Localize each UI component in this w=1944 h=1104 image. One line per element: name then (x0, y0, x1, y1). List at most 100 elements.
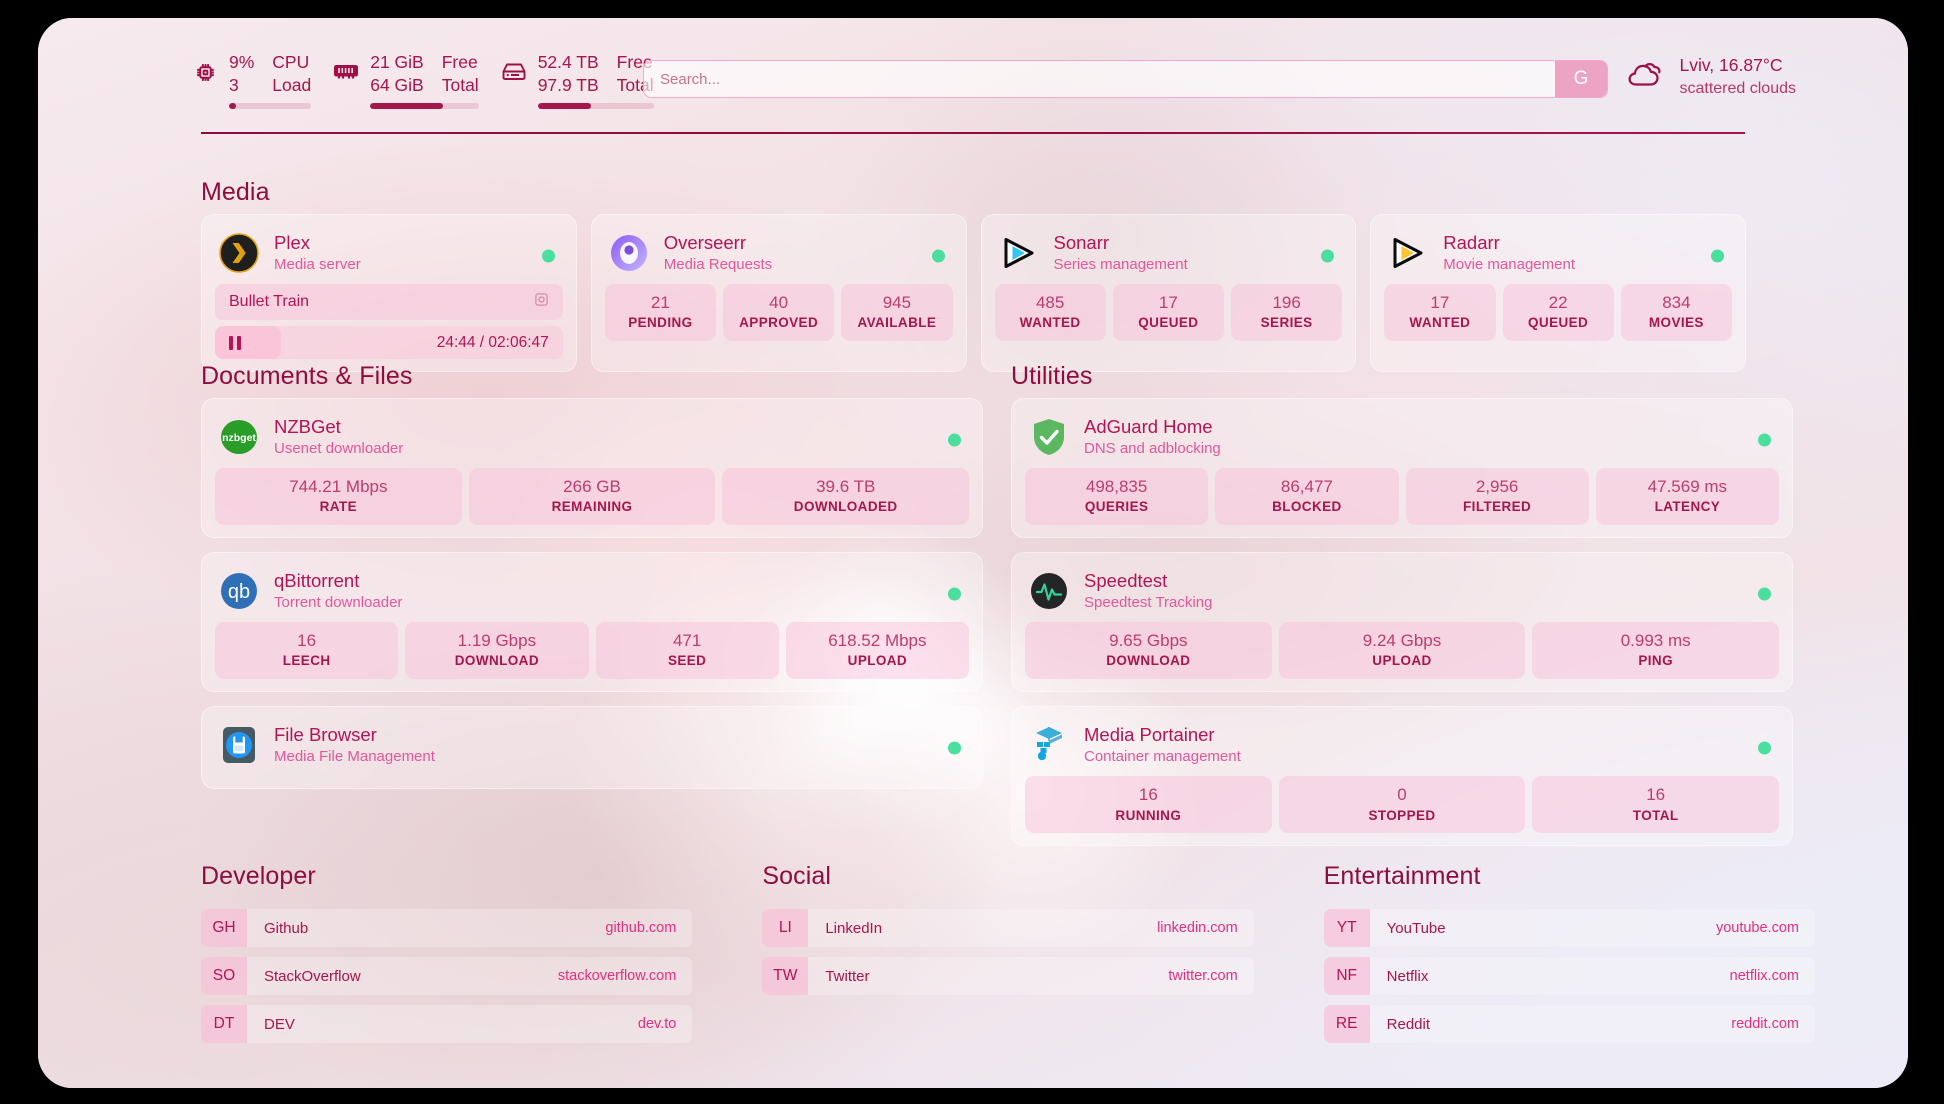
bookmark-link[interactable]: TW Twitter twitter.com (762, 957, 1254, 995)
pause-button[interactable] (215, 335, 241, 350)
stat-value-secondary: 97.9 TB (537, 75, 599, 96)
app-logo-icon (999, 233, 1039, 273)
now-playing-progress[interactable]: 24:44 / 02:06:47 (215, 326, 563, 360)
search-input[interactable] (644, 61, 1555, 97)
app-card-media-portainer[interactable]: Media Portainer Container management 16 RUN… (1011, 706, 1793, 847)
bookmark-name: Twitter (825, 967, 870, 985)
stat-value-primary: 9% (229, 52, 255, 72)
tile-value: 21 (650, 293, 670, 313)
app-card-qbittorrent[interactable]: qb qBittorrent Torrent downloader 16 LEECH 1.… (201, 552, 983, 693)
status-indicator-dot (1758, 741, 1771, 755)
cpu-icon (193, 60, 218, 90)
stat-tile[interactable]: 40 APPROVED (723, 284, 835, 342)
media-cards: Plex Media server Bullet Train 24:44 / 02:0… (201, 214, 1746, 373)
bookmark-group-entertainment: Entertainment YT YouTube youtube.com NF Netfl… (1323, 862, 1815, 1053)
tile-label: DOWNLOADED (793, 499, 898, 515)
bookmark-link[interactable]: GH Github github.com (201, 909, 693, 947)
bookmark-abbr: TW (762, 957, 809, 995)
search-bar[interactable]: G (643, 60, 1608, 98)
tile-value: 16 (1138, 785, 1158, 805)
app-title-block: Overseerr Media Requests (664, 231, 772, 274)
stat-tile[interactable]: 22 QUEUED (1502, 284, 1614, 342)
bookmark-url: youtube.com (1715, 920, 1799, 936)
stat-tile[interactable]: 86,477 BLOCKED (1215, 468, 1399, 526)
stat-tile[interactable]: 0 STOPPED (1278, 776, 1526, 834)
tile-value: 0 (1397, 785, 1407, 805)
tile-label: QUEUED (1528, 315, 1589, 331)
app-logo-icon: nzbget (219, 417, 259, 457)
weather-condition: scattered clouds (1679, 79, 1796, 97)
tile-value: 22 (1548, 293, 1568, 313)
stat-tile[interactable]: 0.993 ms PING (1532, 622, 1780, 680)
stat-tile[interactable]: 16 TOTAL (1532, 776, 1780, 834)
stat-tile[interactable]: 498,835 QUERIES (1025, 468, 1209, 526)
app-subtitle: Media Requests (663, 255, 773, 273)
stat-tile[interactable]: 21 PENDING (604, 284, 716, 342)
app-subtitle: Movie management (1443, 255, 1575, 273)
bookmark-link[interactable]: LI LinkedIn linkedin.com (762, 909, 1254, 947)
stat-tile[interactable]: 16 RUNNING (1025, 776, 1272, 834)
stat-tile[interactable]: 266 GB REMAINING (468, 468, 716, 526)
stat-tile[interactable]: 47.569 ms LATENCY (1595, 468, 1779, 526)
app-card-plex[interactable]: Plex Media server Bullet Train 24:44 / 02:0… (201, 214, 577, 373)
tile-value: 40 (769, 293, 789, 313)
app-title-block: NZBGet Usenet downloader (274, 415, 403, 458)
stat-tile[interactable]: 17 WANTED (1384, 284, 1496, 342)
app-card-adguard-home[interactable]: AdGuard Home DNS and adblocking 498,835 QUE… (1011, 398, 1793, 539)
stat-tile[interactable]: 9.65 Gbps DOWNLOAD (1025, 622, 1272, 680)
cast-icon[interactable] (534, 292, 549, 312)
stat-tile[interactable]: 744.21 Mbps RATE (215, 468, 462, 526)
tile-label: PING (1638, 653, 1673, 669)
stat-tile[interactable]: 945 AVAILABLE (841, 284, 953, 342)
app-name: Sonarr (1053, 232, 1110, 253)
stat-tile[interactable]: 39.6 TB DOWNLOADED (722, 468, 970, 526)
stat-tile[interactable]: 17 QUEUED (1112, 284, 1224, 342)
app-name: qBittorrent (274, 570, 360, 592)
app-card-overseerr[interactable]: Overseerr Media Requests 21 PENDING 40 APPROV… (590, 214, 967, 373)
app-card-speedtest[interactable]: Speedtest Speedtest Tracking 9.65 Gbps DOWN… (1011, 552, 1793, 693)
app-card-sonarr[interactable]: Sonarr Series management 485 WANTED 17 QUEUED… (980, 214, 1357, 373)
tile-value: 9.65 Gbps (1109, 631, 1188, 651)
bookmark-group-title: Entertainment (1323, 862, 1481, 890)
bookmark-name: LinkedIn (825, 919, 883, 937)
bookmark-name: Github (264, 919, 309, 937)
tile-label: MOVIES (1648, 315, 1704, 331)
stat-tile[interactable]: 9.24 Gbps UPLOAD (1278, 622, 1526, 680)
stat-tile[interactable]: 1.19 Gbps DOWNLOAD (405, 622, 589, 680)
app-name: Media Portainer (1084, 724, 1215, 746)
bookmark-abbr: LI (762, 909, 809, 947)
stat-tiles: 498,835 QUERIES 86,477 BLOCKED 2,956 FILTERED… (1025, 468, 1779, 526)
bookmark-link[interactable]: RE Reddit reddit.com (1323, 1005, 1815, 1043)
tile-value: 16 (297, 631, 317, 651)
stat-tile[interactable]: 16 LEECH (215, 622, 399, 680)
app-card-file-browser[interactable]: File Browser Media File Management (201, 706, 983, 790)
card-header: Radarr Movie management (1384, 228, 1732, 284)
stat-tile[interactable]: 196 SERIES (1231, 284, 1343, 342)
dashboard-page: 9% 3 CPU Load 21 GiB 64 GiB Free Total 52.4 TB 97… (38, 18, 1908, 1088)
search-submit-button[interactable]: G (1555, 61, 1607, 97)
weather-widget: Lviv, 16.87°C scattered clouds (1626, 54, 1796, 99)
stat-tile[interactable]: 2,956 FILTERED (1405, 468, 1589, 526)
header-divider (201, 132, 1745, 134)
tile-label: AVAILABLE (857, 315, 937, 331)
stat-tile[interactable]: 471 SEED (595, 622, 779, 680)
status-indicator-dot (948, 587, 961, 601)
tile-value: 196 (1272, 293, 1301, 313)
card-header: qb qBittorrent Torrent downloader (215, 566, 969, 622)
app-title-block: Sonarr Series management (1054, 231, 1188, 274)
stat-progress-bar (370, 103, 479, 110)
bookmark-link[interactable]: NF Netflix netflix.com (1323, 957, 1815, 995)
stat-tile[interactable]: 485 WANTED (994, 284, 1106, 342)
stat-rows: 21 GiB 64 GiB Free Total (370, 51, 478, 97)
card-header: AdGuard Home DNS and adblocking (1025, 412, 1779, 468)
stat-tile[interactable]: 618.52 Mbps UPLOAD (785, 622, 969, 680)
bookmark-group-title: Developer (201, 862, 316, 890)
now-playing-title: Bullet Train (229, 293, 310, 311)
bookmark-link[interactable]: YT YouTube youtube.com (1323, 909, 1815, 947)
app-card-radarr[interactable]: Radarr Movie management 17 WANTED 22 QUEUED 83… (1370, 214, 1746, 373)
stat-tile[interactable]: 834 MOVIES (1620, 284, 1732, 342)
app-card-nzbget[interactable]: nzbget NZBGet Usenet downloader 744.21 Mbps… (201, 398, 983, 539)
bookmark-link[interactable]: DT DEV dev.to (201, 1005, 693, 1043)
app-title-block: AdGuard Home DNS and adblocking (1084, 415, 1221, 458)
bookmark-link[interactable]: SO StackOverflow stackoverflow.com (201, 957, 693, 995)
